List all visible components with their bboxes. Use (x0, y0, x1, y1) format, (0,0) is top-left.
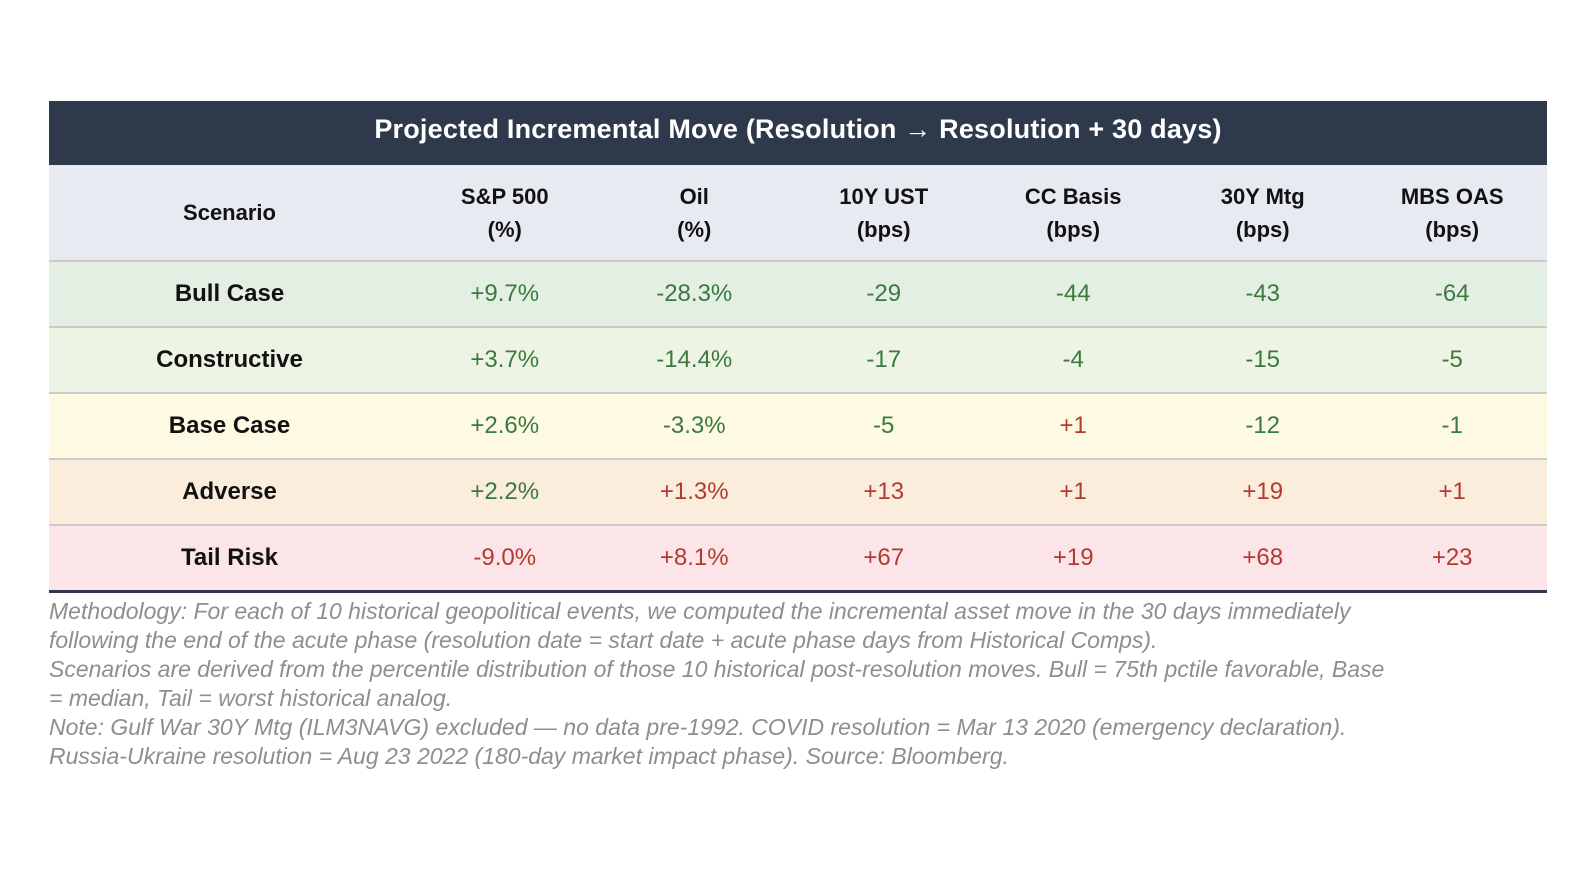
column-header-unit: (bps) (1425, 216, 1480, 242)
cell-value: -4 (1062, 346, 1084, 373)
footnote-line: Scenarios are derived from the percentil… (49, 656, 1385, 682)
table-title: Projected Incremental Move (Resolution →… (374, 113, 1222, 144)
column-header-unit: (%) (487, 216, 522, 242)
scenario-label: Adverse (182, 478, 277, 505)
column-header-label: 30Y Mtg (1220, 183, 1305, 209)
column-header-sp500: S&P 500 (%) (410, 165, 599, 260)
cell-value: -64 (1434, 280, 1470, 307)
column-header-10y-ust: 10Y UST (bps) (789, 165, 978, 260)
column-header-cc-basis: CC Basis (bps) (978, 165, 1167, 260)
scenario-table: Projected Incremental Move (Resolution →… (49, 101, 1547, 593)
cell-value: +67 (863, 544, 905, 571)
scenario-label: Tail Risk (181, 544, 278, 571)
cell-value: +2.6% (470, 412, 540, 439)
column-header-label: S&P 500 (460, 183, 549, 209)
cell-value: +8.1% (659, 544, 729, 571)
cell-value: -17 (866, 346, 902, 373)
column-header-scenario: Scenario (49, 165, 410, 260)
cell-value: -43 (1245, 280, 1281, 307)
cell-value: +1.3% (659, 478, 729, 505)
column-header-oil: Oil (%) (600, 165, 789, 260)
column-header-unit: (bps) (1235, 216, 1290, 242)
column-header-30y-mtg: 30Y Mtg (bps) (1168, 165, 1357, 260)
column-header-unit: (bps) (1046, 216, 1101, 242)
cell-value: -1 (1441, 412, 1463, 439)
cell-value: -5 (1441, 346, 1463, 373)
cell-value: -3.3% (662, 412, 726, 439)
table-title-bar: Projected Incremental Move (Resolution →… (49, 101, 1547, 165)
column-header-label: CC Basis (1024, 183, 1122, 209)
cell-value: +3.7% (470, 346, 540, 373)
column-header-unit: (bps) (856, 216, 911, 242)
cell-value: +1 (1059, 412, 1087, 439)
cell-value: +19 (1052, 544, 1094, 571)
cell-value: +1 (1059, 478, 1087, 505)
cell-value: +2.2% (470, 478, 540, 505)
cell-value: -44 (1055, 280, 1091, 307)
column-header-mbs-oas: MBS OAS (bps) (1357, 165, 1546, 260)
cell-value: -14.4% (656, 346, 733, 373)
scenario-row-constructive: Constructive +3.7% -14.4% -17 -4 -15 -5 (49, 328, 1547, 394)
footnote-line: Russia-Ukraine resolution = Aug 23 2022 … (49, 743, 1009, 769)
footnote-line: Methodology: For each of 10 historical g… (49, 598, 1351, 624)
column-header-label: MBS OAS (1400, 183, 1504, 209)
cell-value: -5 (873, 412, 895, 439)
methodology-footnotes: Methodology: For each of 10 historical g… (49, 597, 1559, 771)
footnote-line: following the end of the acute phase (re… (49, 627, 1158, 653)
footnote-line: Note: Gulf War 30Y Mtg (ILM3NAVG) exclud… (49, 714, 1347, 740)
cell-value: -9.0% (473, 544, 537, 571)
cell-value: +19 (1242, 478, 1284, 505)
column-header-unit: (%) (677, 216, 712, 242)
cell-value: -28.3% (656, 280, 733, 307)
cell-value: -12 (1245, 412, 1281, 439)
cell-value: +1 (1438, 478, 1466, 505)
column-header-label: Scenario (183, 200, 276, 225)
scenario-row-base-case: Base Case +2.6% -3.3% -5 +1 -12 -1 (49, 394, 1547, 460)
cell-value: -15 (1245, 346, 1281, 373)
cell-value: +13 (863, 478, 905, 505)
cell-value: +9.7% (470, 280, 540, 307)
scenario-label: Bull Case (174, 280, 285, 307)
table-header-row: Scenario S&P 500 (%) Oil (%) 10Y UST (bp… (49, 165, 1547, 262)
cell-value: +23 (1431, 544, 1473, 571)
scenario-row-adverse: Adverse +2.2% +1.3% +13 +1 +19 +1 (49, 460, 1547, 526)
scenario-row-bull-case: Bull Case +9.7% -28.3% -29 -44 -43 -64 (49, 262, 1547, 328)
column-header-label: 10Y UST (839, 183, 929, 209)
scenario-label: Constructive (156, 346, 303, 373)
scenario-row-tail-risk: Tail Risk -9.0% +8.1% +67 +19 +68 +23 (49, 526, 1547, 590)
footnote-line: = median, Tail = worst historical analog… (49, 685, 453, 711)
cell-value: -29 (866, 280, 902, 307)
cell-value: +68 (1242, 544, 1284, 571)
scenario-label: Base Case (168, 412, 291, 439)
column-header-label: Oil (679, 183, 709, 209)
